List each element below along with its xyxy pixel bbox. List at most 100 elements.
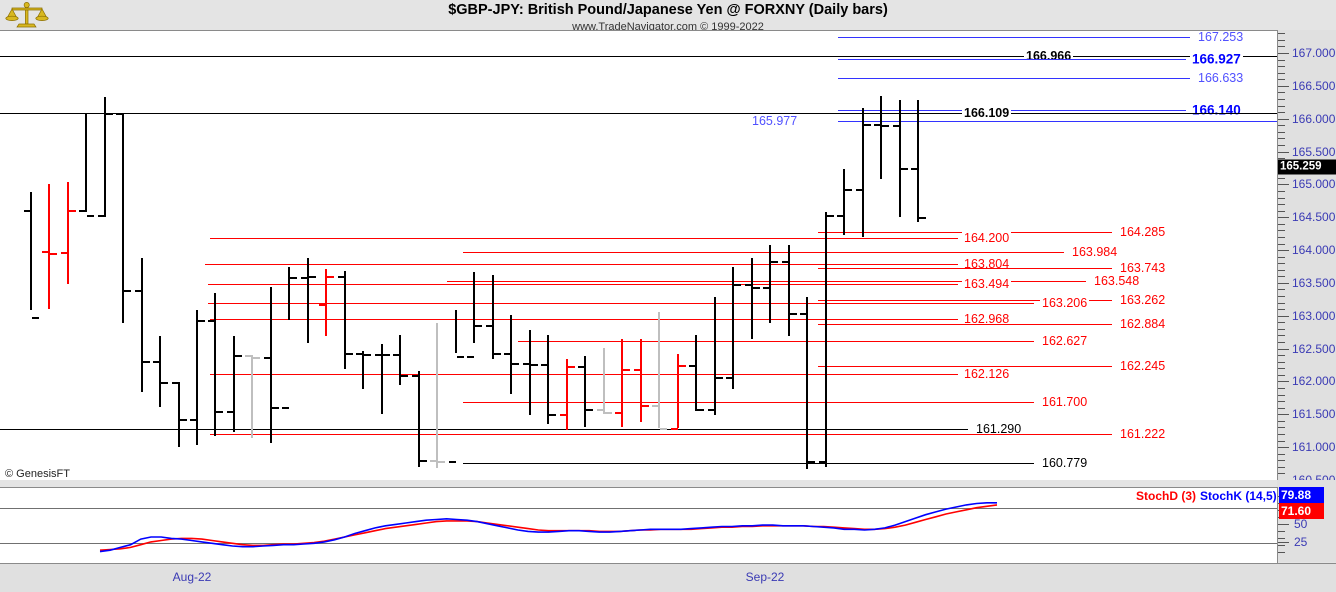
ohlc-bar[interactable]	[510, 314, 512, 395]
price-level-line[interactable]	[210, 237, 958, 239]
ohlc-open-tick	[412, 374, 419, 377]
ohlc-bar[interactable]	[30, 191, 32, 311]
stochastic-indicator-pane[interactable]	[0, 487, 1278, 564]
price-level-line[interactable]	[463, 252, 1064, 254]
price-level-line[interactable]	[0, 56, 1277, 58]
price-level-line[interactable]	[818, 366, 1112, 368]
price-level-line[interactable]	[818, 267, 1112, 269]
ohlc-bar[interactable]	[880, 96, 882, 179]
ohlc-bar[interactable]	[178, 382, 180, 447]
ohlc-close-tick	[143, 361, 150, 364]
price-level-line[interactable]	[447, 280, 1086, 282]
ohlc-bar[interactable]	[362, 350, 364, 390]
ohlc-bar[interactable]	[233, 336, 235, 432]
price-level-line[interactable]	[518, 341, 1034, 343]
ohlc-bar[interactable]	[196, 310, 198, 445]
price-level-line[interactable]	[208, 284, 958, 286]
ohlc-bar[interactable]	[603, 348, 605, 414]
ohlc-bar[interactable]	[825, 211, 827, 467]
price-axis-label: 162.000	[1292, 374, 1336, 389]
axis-minor-tick	[1278, 309, 1285, 311]
ohlc-bar[interactable]	[843, 168, 845, 236]
ohlc-bar[interactable]	[381, 344, 383, 414]
axis-minor-tick	[1278, 144, 1285, 146]
ohlc-close-tick	[290, 277, 297, 280]
price-axis-label: 165.500	[1292, 144, 1336, 159]
ohlc-bar[interactable]	[418, 370, 420, 467]
ohlc-bar[interactable]	[399, 335, 401, 386]
price-level-line[interactable]	[210, 433, 1112, 435]
price-axis[interactable]: 167.000 166.500 166.000 165.500 165.000 164.5…	[1277, 30, 1336, 487]
ohlc-bar[interactable]	[862, 107, 864, 237]
ohlc-close-tick	[346, 352, 353, 355]
ohlc-bar[interactable]	[325, 269, 327, 337]
ohlc-bar[interactable]	[695, 335, 697, 412]
ohlc-bar[interactable]	[677, 353, 679, 429]
ohlc-bar[interactable]	[658, 311, 660, 429]
price-level-line[interactable]	[838, 121, 1277, 123]
ohlc-bar[interactable]	[344, 270, 346, 370]
axis-minor-tick	[1278, 158, 1285, 160]
ohlc-bar[interactable]	[566, 359, 568, 430]
date-axis[interactable]: Aug-22 Sep-22	[0, 563, 1336, 592]
price-chart-pane[interactable]: 167.253 166.966 166.927 166.633 166.140 166.1…	[0, 30, 1278, 481]
ohlc-bar[interactable]	[806, 297, 808, 470]
chart-header: $GBP-JPY: British Pound/Japanese Yen @ F…	[0, 0, 1336, 33]
ohlc-bar[interactable]	[455, 310, 457, 353]
ohlc-bar[interactable]	[529, 329, 531, 416]
price-level-line[interactable]	[838, 37, 1190, 39]
ohlc-bar[interactable]	[67, 182, 69, 284]
ohlc-close-tick	[660, 428, 667, 431]
ohlc-bar[interactable]	[917, 99, 919, 222]
price-level-line[interactable]	[210, 318, 958, 320]
axis-minor-tick	[1278, 256, 1285, 258]
price-level-line[interactable]	[205, 263, 958, 265]
price-level-line[interactable]	[818, 299, 1112, 301]
ohlc-bar[interactable]	[899, 99, 901, 217]
indicator-axis[interactable]: 50 25 79.88 71.60	[1277, 487, 1336, 562]
ohlc-close-tick	[808, 461, 815, 464]
ohlc-open-tick	[578, 366, 585, 369]
ohlc-bar[interactable]	[492, 274, 494, 360]
price-level-line[interactable]	[818, 324, 1112, 326]
ohlc-bar[interactable]	[48, 184, 50, 309]
ohlc-bar[interactable]	[141, 257, 143, 393]
ohlc-bar[interactable]	[769, 244, 771, 324]
axis-minor-tick	[1278, 453, 1285, 455]
legend-stoch-d: StochD (3)	[1136, 489, 1196, 503]
ohlc-close-tick	[790, 313, 797, 316]
ohlc-open-tick	[893, 124, 900, 127]
price-level-line[interactable]	[0, 112, 1277, 114]
ohlc-bar[interactable]	[104, 96, 106, 217]
ohlc-bar[interactable]	[473, 272, 475, 344]
price-level-line[interactable]	[838, 78, 1190, 80]
ohlc-bar[interactable]	[751, 257, 753, 340]
ohlc-bar[interactable]	[436, 323, 438, 468]
ohlc-bar[interactable]	[214, 293, 216, 437]
price-level-line[interactable]	[463, 402, 1034, 404]
price-level-label: 166.966	[1024, 49, 1074, 64]
ohlc-bar[interactable]	[251, 354, 253, 439]
axis-minor-tick	[1278, 112, 1285, 114]
ohlc-bar[interactable]	[122, 113, 124, 324]
ohlc-bar[interactable]	[732, 267, 734, 390]
ohlc-open-tick	[208, 320, 215, 323]
ohlc-bar[interactable]	[159, 336, 161, 408]
ohlc-bar[interactable]	[584, 356, 586, 428]
price-level-line[interactable]	[463, 462, 1034, 464]
price-level-line[interactable]	[0, 429, 968, 431]
ohlc-bar[interactable]	[85, 113, 87, 212]
ohlc-close-tick	[605, 412, 612, 415]
ohlc-bar[interactable]	[621, 339, 623, 428]
ohlc-bar[interactable]	[640, 339, 642, 422]
price-level-label: 163.984	[1070, 245, 1120, 260]
price-level-line[interactable]	[838, 58, 1186, 60]
ohlc-bar[interactable]	[788, 244, 790, 337]
price-level-line[interactable]	[208, 303, 1034, 305]
ohlc-bar[interactable]	[270, 287, 272, 443]
ohlc-bar[interactable]	[307, 257, 309, 344]
price-level-line[interactable]	[838, 110, 1186, 112]
ohlc-bar[interactable]	[288, 267, 290, 321]
ohlc-bar[interactable]	[714, 297, 716, 416]
ohlc-bar[interactable]	[547, 335, 549, 425]
